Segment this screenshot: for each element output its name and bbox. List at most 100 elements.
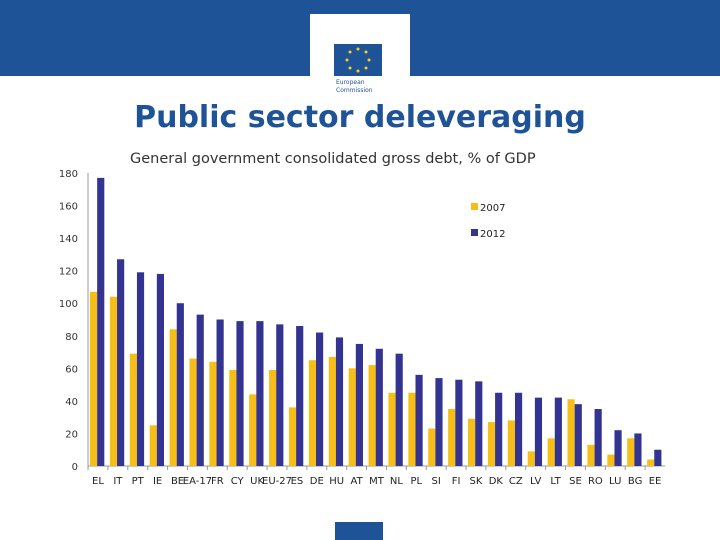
y-tick-label: 180: [59, 169, 78, 180]
x-tick-label: EL: [92, 476, 104, 487]
y-tick-label: 140: [59, 234, 78, 245]
bar-2007-MT: [368, 365, 376, 466]
bar-2007-NL: [388, 392, 396, 466]
bar-2012-BE: [176, 303, 184, 466]
bar-2012-RO: [594, 409, 602, 466]
footer-bar: [335, 522, 383, 540]
bar-2007-CY: [229, 369, 237, 466]
x-tick-label: SE: [569, 476, 582, 487]
bar-2007-EA-17: [189, 358, 197, 466]
bar-2007-RO: [587, 444, 595, 466]
bar-2012-SK: [475, 381, 483, 466]
x-tick-label: IE: [153, 476, 162, 487]
x-tick-label: BE: [171, 476, 184, 487]
bar-2007-DK: [487, 422, 496, 466]
bar-2012-LV: [534, 397, 543, 466]
x-tick-label: DK: [489, 476, 504, 487]
x-tick-label: PL: [410, 476, 422, 487]
bar-2012-DE: [316, 332, 324, 466]
bar-2007-UK: [249, 394, 257, 466]
x-tick-label: PT: [132, 476, 145, 487]
x-tick-label: HU: [329, 476, 344, 487]
svg-text:European: European: [336, 79, 365, 86]
bar-2007-EE: [647, 459, 655, 466]
x-tick-label: EU-27: [262, 476, 292, 487]
bar-2012-LU: [614, 430, 622, 466]
bar-2007-EU-27: [269, 369, 277, 466]
y-tick-label: 160: [59, 202, 78, 213]
bar-2012-EU-27: [276, 324, 284, 466]
bar-2012-EA-17: [196, 314, 204, 466]
chart-title: General government consolidated gross de…: [130, 151, 536, 167]
bar-2012-BG: [634, 433, 642, 466]
bar-2007-LU: [607, 454, 615, 466]
legend-label: 2012: [480, 229, 505, 240]
logo-graphic: European Commission: [334, 44, 382, 94]
bar-2012-CZ: [514, 392, 523, 466]
x-tick-label: BG: [628, 476, 642, 487]
svg-text:Commission: Commission: [336, 87, 373, 94]
x-tick-label: NL: [390, 476, 403, 487]
bar-2012-SE: [574, 404, 582, 466]
y-tick-label: 100: [59, 299, 78, 310]
x-tick-label: RO: [588, 476, 603, 487]
bar-2007-BE: [169, 329, 177, 466]
bar-2007-PT: [129, 353, 137, 466]
y-tick-label: 40: [65, 397, 78, 408]
european-commission-logo: European Commission: [310, 14, 410, 98]
bar-2012-LT: [554, 397, 562, 466]
bar-2012-UK: [256, 321, 264, 466]
bar-2007-FI: [448, 409, 456, 466]
bar-2007-ES: [288, 407, 297, 466]
bar-2007-CZ: [507, 420, 515, 466]
bar-2012-CY: [236, 321, 244, 466]
y-tick-label: 20: [65, 429, 78, 440]
legend-swatch-2012: [471, 229, 478, 236]
y-tick-label: 80: [65, 332, 78, 343]
bar-2007-BG: [627, 438, 635, 466]
bar-2007-DE: [308, 360, 317, 466]
x-tick-label: SK: [470, 476, 483, 487]
x-tick-label: FR: [211, 476, 224, 487]
legend-label: 2007: [480, 203, 505, 214]
bar-2007-FR: [209, 361, 217, 466]
bar-2012-PT: [136, 272, 145, 466]
bar-2007-IT: [109, 296, 118, 466]
bar-2007-AT: [348, 368, 356, 466]
y-tick-label: 120: [59, 267, 78, 278]
legend-swatch-2007: [471, 203, 478, 210]
bar-2007-IE: [149, 425, 157, 466]
bar-2012-NL: [395, 353, 403, 466]
bar-2012-ES: [296, 326, 304, 466]
x-tick-label: EA-17: [183, 476, 212, 487]
bar-2012-DK: [495, 392, 503, 466]
x-tick-label: AT: [351, 476, 364, 487]
bar-2012-SI: [435, 378, 443, 466]
bar-2012-MT: [375, 348, 383, 466]
x-tick-label: LV: [530, 476, 541, 487]
bar-2012-FR: [216, 319, 224, 466]
bar-2012-PL: [415, 374, 423, 466]
x-tick-label: EE: [649, 476, 662, 487]
x-tick-label: CY: [231, 476, 245, 487]
x-tick-label: MT: [369, 476, 385, 487]
bar-2012-IT: [117, 259, 125, 466]
x-tick-label: UK: [250, 476, 264, 487]
bar-2012-FI: [455, 379, 463, 466]
y-tick-label: 60: [65, 364, 78, 375]
x-tick-label: LT: [550, 476, 561, 487]
x-tick-label: FI: [452, 476, 461, 487]
x-tick-label: LU: [609, 476, 621, 487]
x-tick-label: IT: [113, 476, 123, 487]
bar-2012-AT: [355, 343, 363, 466]
bar-2007-EL: [89, 291, 98, 466]
bar-2012-HU: [335, 337, 344, 466]
y-tick-label: 0: [72, 462, 78, 473]
slide-title: Public sector deleveraging: [134, 100, 586, 135]
bar-2007-SK: [468, 418, 476, 466]
bar-2007-HU: [328, 356, 336, 466]
bar-2012-EE: [654, 449, 662, 466]
bar-2007-SE: [567, 399, 575, 466]
x-tick-label: SI: [432, 476, 441, 487]
